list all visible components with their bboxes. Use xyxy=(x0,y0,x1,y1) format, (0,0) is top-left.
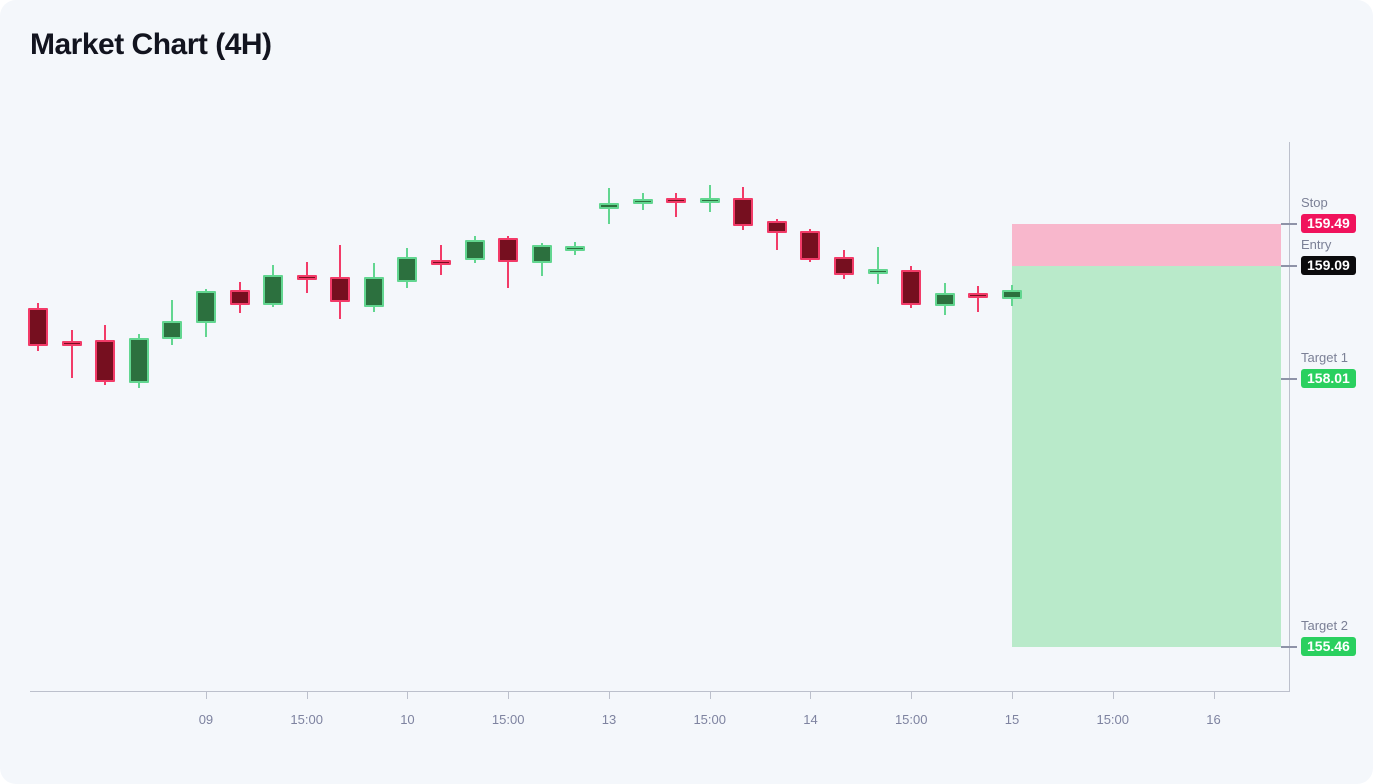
candle-body xyxy=(666,198,687,204)
candle-body xyxy=(296,275,317,281)
candle-body xyxy=(733,197,754,227)
x-tick-label: 09 xyxy=(198,712,214,727)
stop-axis-tick xyxy=(1281,223,1297,225)
target2-price-badge[interactable]: 155.46 xyxy=(1301,637,1356,657)
x-tick xyxy=(810,692,812,699)
candle-body xyxy=(632,199,653,205)
candle-wick xyxy=(440,245,443,276)
candle-wick xyxy=(70,330,73,379)
candle-body xyxy=(968,293,989,299)
x-tick-label: 14 xyxy=(803,712,818,727)
x-tick-label: 13 xyxy=(601,712,617,727)
candle-body xyxy=(498,237,519,262)
candle-body xyxy=(464,239,485,260)
candle-wick xyxy=(876,247,879,284)
candle-body xyxy=(195,291,216,323)
x-tick-label: 15:00 xyxy=(290,712,323,727)
candle-body xyxy=(28,308,48,346)
x-tick xyxy=(608,692,610,699)
candle-body xyxy=(800,231,821,260)
candle-body xyxy=(363,276,384,307)
candle-body xyxy=(263,275,284,305)
x-tick xyxy=(306,692,308,699)
x-tick-label: 10 xyxy=(400,712,415,727)
x-tick-label: 15:00 xyxy=(693,712,726,727)
x-tick-label: 15 xyxy=(1004,712,1020,727)
chart-title: Market Chart (4H) xyxy=(30,28,272,61)
candle-body xyxy=(229,290,250,305)
candle-body xyxy=(598,203,619,210)
candle-body xyxy=(431,260,452,266)
x-tick xyxy=(911,692,913,699)
profit-zone xyxy=(1011,266,1281,648)
candle-body xyxy=(934,293,955,306)
x-tick xyxy=(1011,692,1013,699)
candle-body xyxy=(1001,290,1022,299)
x-tick xyxy=(205,692,207,699)
candle-body xyxy=(61,340,82,346)
candle-body xyxy=(834,256,855,276)
x-tick-label: 15:00 xyxy=(491,712,525,727)
candle-body xyxy=(699,198,720,204)
target1-price-badge[interactable]: 158.01 xyxy=(1301,369,1356,389)
x-tick xyxy=(407,692,409,699)
x-tick xyxy=(1112,692,1114,699)
candle-body xyxy=(162,320,183,340)
candle-wick xyxy=(775,218,778,251)
target1-axis-tick xyxy=(1281,378,1297,381)
x-axis xyxy=(30,691,1289,692)
entry-price-badge[interactable]: 159.09 xyxy=(1301,256,1356,275)
entry-axis-tick xyxy=(1281,265,1297,267)
candle-body xyxy=(867,268,888,274)
x-tick-label: 15:00 xyxy=(1096,712,1130,727)
candle-body xyxy=(901,270,922,305)
candle-body xyxy=(565,246,586,252)
candle-body xyxy=(128,338,149,383)
stop-zone xyxy=(1011,224,1281,266)
price-axis xyxy=(1289,142,1290,692)
candle-wick xyxy=(507,235,510,289)
candle-wick xyxy=(675,192,678,217)
stop-price-badge[interactable]: 159.49 xyxy=(1301,214,1356,233)
x-tick-label: 16 xyxy=(1206,712,1221,727)
x-tick xyxy=(508,692,510,699)
x-tick xyxy=(1213,692,1215,699)
candle-wick xyxy=(977,285,980,313)
candle-body xyxy=(766,220,787,234)
target2-axis-tick xyxy=(1281,646,1297,649)
candle-body xyxy=(397,256,418,282)
x-tick xyxy=(709,692,711,699)
candle-body xyxy=(531,245,552,263)
candle-body xyxy=(330,276,351,302)
candle-body xyxy=(95,339,116,382)
x-tick-label: 15:00 xyxy=(894,712,928,727)
